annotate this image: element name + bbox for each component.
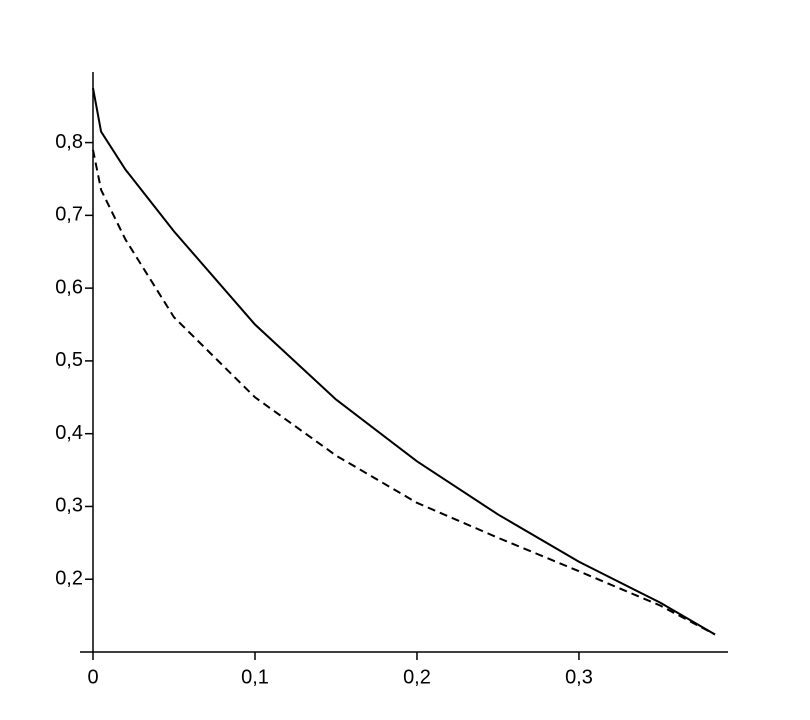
series-line bbox=[92, 149, 716, 636]
y-tick-label: 0,8 bbox=[55, 131, 83, 153]
y-tick-label: 0,3 bbox=[55, 495, 83, 517]
y-tick-label: 0,4 bbox=[55, 422, 83, 444]
x-tick-label: 0,1 bbox=[241, 666, 269, 688]
x-tick-label: 0 bbox=[87, 666, 98, 688]
y-tick-label: 0,7 bbox=[55, 204, 83, 226]
y-tick-label: 0,5 bbox=[55, 349, 83, 371]
y-tick-label: 0,6 bbox=[55, 276, 83, 298]
series-line bbox=[92, 87, 716, 636]
x-tick-label: 0,2 bbox=[403, 666, 431, 688]
y-tick-label: 0,2 bbox=[55, 568, 83, 590]
x-tick-label: 0,3 bbox=[565, 666, 593, 688]
